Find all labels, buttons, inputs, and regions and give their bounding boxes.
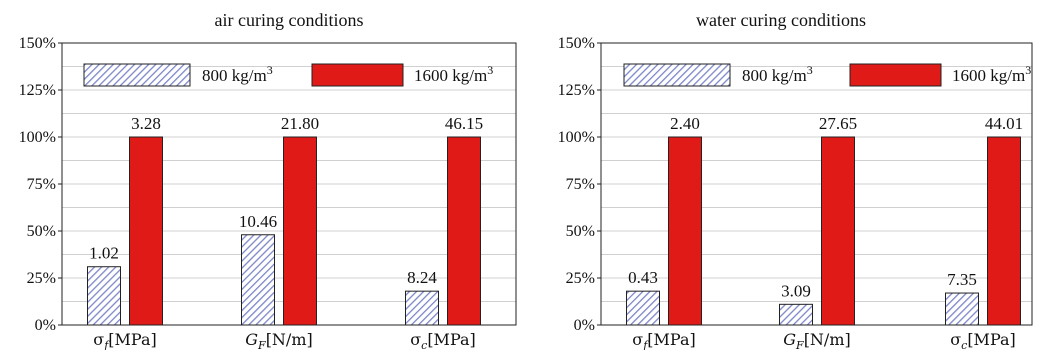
bar-800-cat-3	[945, 292, 979, 326]
category-label: GF[N/m]	[783, 330, 850, 350]
data-label: 46.15	[445, 114, 483, 133]
chart-panel-2: water curing conditions 0% 25% 50% 75% 100% 12…	[558, 10, 1033, 350]
bar-800-cat-2	[241, 234, 275, 326]
y-tick-label: 25%	[27, 270, 56, 287]
data-label: 1.02	[89, 244, 119, 263]
chart-panel-1: air curing conditions 0% 25% 50% 75% 100% 125%…	[19, 10, 517, 350]
y-tick-label: 75%	[566, 176, 595, 193]
bar-800-cat-2	[779, 303, 813, 326]
data-label: 44.01	[985, 114, 1023, 133]
bar-1600-cat-1	[129, 136, 163, 326]
category-label: σc[MPa]	[410, 330, 476, 350]
y-tick-label: 150%	[19, 35, 56, 52]
chart-title: air curing conditions	[215, 10, 364, 30]
legend-swatch	[623, 63, 731, 87]
data-label: 27.65	[819, 114, 857, 133]
data-label: 8.24	[407, 268, 437, 287]
y-tick-label: 50%	[27, 223, 56, 240]
bar-1600-cat-3	[987, 136, 1021, 326]
plot-frame	[600, 42, 1033, 326]
y-tick-label: 100%	[558, 129, 595, 146]
data-label: 10.46	[239, 212, 277, 231]
category-label: σf[MPa]	[93, 330, 156, 350]
data-label: 3.09	[781, 281, 811, 300]
legend-label: 1600 kg/m3	[414, 63, 493, 85]
y-tick-label: 0%	[574, 317, 595, 334]
data-label: 21.80	[281, 114, 319, 133]
data-label: 0.43	[628, 268, 658, 287]
data-label: 7.35	[947, 270, 977, 289]
data-label: 3.28	[131, 114, 161, 133]
legend-label: 800 kg/m3	[742, 63, 813, 85]
legend-swatch	[83, 63, 191, 87]
y-tick-label: 25%	[566, 270, 595, 287]
legend-label: 800 kg/m3	[202, 63, 273, 85]
bar-800-cat-1	[87, 266, 121, 326]
legend-label: 1600 kg/m3	[952, 63, 1031, 85]
bar-800-cat-1	[626, 290, 660, 326]
y-tick-label: 75%	[27, 176, 56, 193]
bar-1600-cat-2	[821, 136, 855, 326]
category-label: GF[N/m]	[245, 330, 312, 350]
legend-swatch	[311, 63, 404, 87]
chart-title: water curing conditions	[696, 10, 866, 30]
data-label: 2.40	[670, 114, 700, 133]
legend-swatch	[849, 63, 942, 87]
category-label: σf[MPa]	[632, 330, 695, 350]
plot-frame	[61, 42, 517, 326]
y-tick-label: 100%	[19, 129, 56, 146]
bar-1600-cat-2	[283, 136, 317, 326]
bar-1600-cat-3	[447, 136, 481, 326]
y-tick-label: 0%	[35, 317, 56, 334]
y-tick-label: 150%	[558, 35, 595, 52]
y-tick-label: 125%	[558, 82, 595, 99]
bar-1600-cat-1	[668, 136, 702, 326]
y-tick-label: 50%	[566, 223, 595, 240]
y-tick-label: 125%	[19, 82, 56, 99]
category-label: σc[MPa]	[950, 330, 1016, 350]
bar-800-cat-3	[405, 290, 439, 326]
